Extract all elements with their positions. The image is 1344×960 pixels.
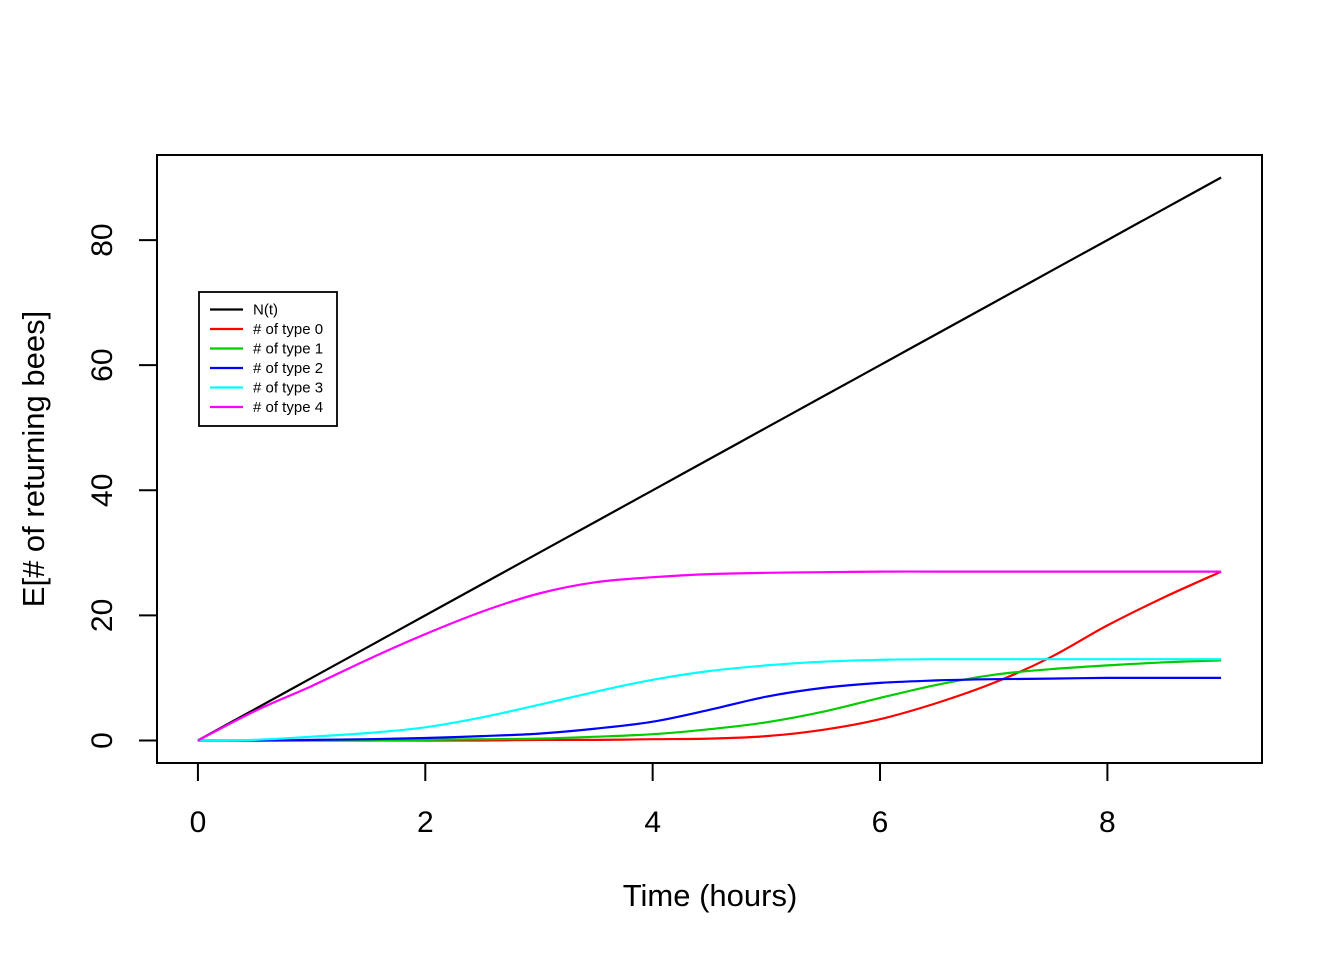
series-line-2 xyxy=(197,659,1222,742)
y-tick-label: 40 xyxy=(86,474,119,507)
legend-label-5: # of type 4 xyxy=(253,399,323,416)
x-tick-label: 6 xyxy=(872,806,889,839)
legend-box xyxy=(198,291,338,427)
y-tick-label: 0 xyxy=(86,732,119,749)
x-tick-label: 2 xyxy=(417,806,434,839)
y-tick-label: 80 xyxy=(86,223,119,256)
legend-label-4: # of type 3 xyxy=(253,380,323,397)
legend-label-2: # of type 1 xyxy=(253,341,323,358)
legend-label-3: # of type 2 xyxy=(253,360,323,377)
plot-box xyxy=(156,154,1263,764)
legend-label-1: # of type 0 xyxy=(253,321,323,338)
series-line-3 xyxy=(197,676,1222,742)
series-line-4 xyxy=(197,658,1222,742)
y-tick-label: 60 xyxy=(86,348,119,381)
series-line-0 xyxy=(197,176,1222,742)
x-tick-label: 4 xyxy=(644,806,661,839)
x-axis-title: Time (hours) xyxy=(622,878,798,913)
x-tick-label: 0 xyxy=(190,806,207,839)
legend-label-0: N(t) xyxy=(253,302,278,319)
y-tick-label: 20 xyxy=(86,599,119,632)
y-axis-title: E[# of returning bees] xyxy=(16,310,51,608)
series-line-5 xyxy=(197,570,1222,742)
x-tick-label: 8 xyxy=(1099,806,1116,839)
